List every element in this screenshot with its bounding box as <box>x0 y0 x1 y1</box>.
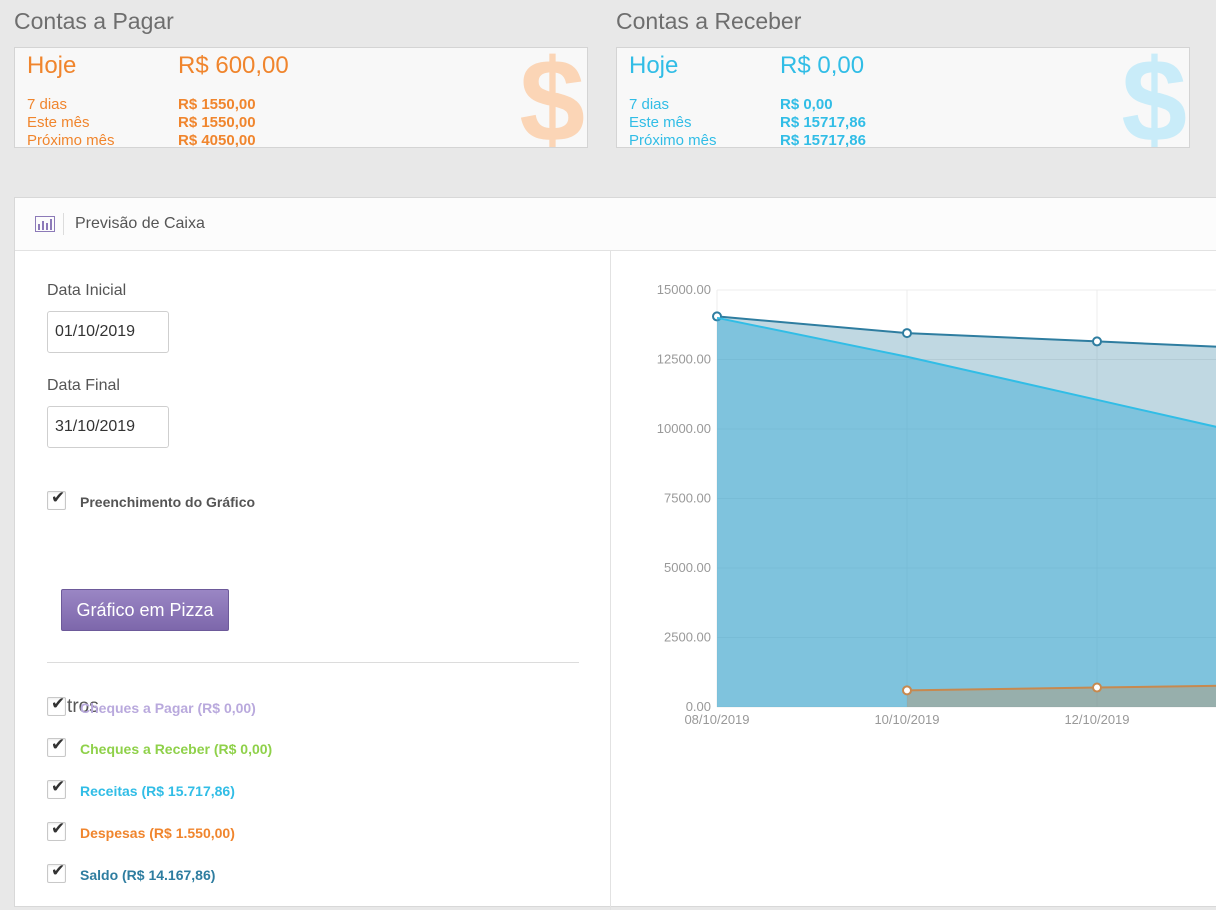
pagar-7dias-value: R$ 1550,00 <box>178 96 256 113</box>
line-receitas <box>716 316 1216 428</box>
receber-este-mes-label: Este mês <box>629 114 692 131</box>
data-inicial-label: Data Inicial <box>47 282 127 299</box>
grafico-pizza-button[interactable]: Gráfico em Pizza <box>61 589 229 631</box>
previsao-caixa-chart: 0.00 2500.00 5000.00 7500.00 10000.00 12500.0… <box>657 282 1216 727</box>
receber-hoje-label: Hoje <box>629 52 679 79</box>
area-despesas <box>907 685 1216 707</box>
x-tick-label: 08/10/2019 <box>684 712 749 727</box>
area-saldo <box>717 316 1216 707</box>
y-tick-label: 10000.00 <box>657 421 711 436</box>
receber-hoje-value: R$ 0,00 <box>780 52 865 79</box>
y-tick-label: 5000.00 <box>664 560 711 575</box>
filter-checkbox-cheques-pagar[interactable]: ✔ <box>47 694 66 716</box>
receber-proximo-mes-value: R$ 15717,86 <box>780 132 866 148</box>
data-final-input[interactable]: 31/10/2019 <box>47 406 169 448</box>
point-despesas <box>1092 682 1102 693</box>
area-receitas <box>717 317 1216 707</box>
checkmark-icon: ✔ <box>51 694 66 713</box>
line-saldo <box>716 315 1216 348</box>
chart-container: 0.00 2500.00 5000.00 7500.00 10000.00 12500.0… <box>611 250 1216 755</box>
checkmark-icon: ✔ <box>51 488 66 507</box>
y-tick-label: 15000.00 <box>657 282 711 297</box>
panel-title: Previsão de Caixa <box>75 215 205 232</box>
receber-7dias-value: R$ 0,00 <box>780 96 833 113</box>
panel-header: Previsão de Caixa <box>15 198 1216 251</box>
divider <box>47 662 579 663</box>
filter-label-receitas: Receitas (R$ 15.717,86) <box>80 783 235 799</box>
y-tick-label: 0.00 <box>686 699 711 714</box>
forecast-controls: Data Inicial 01/10/2019 Data Final 31/10… <box>15 250 611 910</box>
filter-label-saldo: Saldo (R$ 14.167,86) <box>80 867 216 883</box>
preenchimento-checkbox[interactable]: ✔ <box>47 488 66 510</box>
filter-checkbox-receitas[interactable]: ✔ <box>47 777 66 799</box>
data-final-label: Data Final <box>47 377 120 394</box>
dollar-icon: $ <box>519 47 585 148</box>
bar-chart-icon <box>35 216 55 237</box>
previsao-caixa-panel: Previsão de Caixa Data Inicial 01/10/201… <box>14 197 1216 910</box>
pagar-hoje-label: Hoje <box>27 52 77 79</box>
y-tick-label: 12500.00 <box>657 352 711 367</box>
filter-label-cheques-pagar: Cheques a Pagar (R$ 0,00) <box>80 700 256 716</box>
pagar-este-mes-label: Este mês <box>27 114 90 131</box>
contas-receber-title: Contas a Receber <box>616 8 802 34</box>
x-tick-label: 12/10/2019 <box>1064 712 1129 727</box>
contas-pagar-card: $ Hoje R$ 600,00 7 dias R$ 1550,00 Este … <box>14 47 588 148</box>
filter-checkbox-cheques-receber[interactable]: ✔ <box>47 735 66 757</box>
checkmark-icon: ✔ <box>51 777 66 796</box>
receber-este-mes-value: R$ 15717,86 <box>780 114 866 131</box>
contas-receber-card: $ Hoje R$ 0,00 7 dias R$ 0,00 Este mês R… <box>616 47 1190 148</box>
checkmark-icon: ✔ <box>51 861 66 880</box>
pagar-proximo-mes-label: Próximo mês <box>27 132 115 148</box>
point-saldo <box>1092 336 1102 347</box>
filter-checkbox-saldo[interactable]: ✔ <box>47 861 66 883</box>
data-inicial-input[interactable]: 01/10/2019 <box>47 311 169 353</box>
pagar-hoje-value: R$ 600,00 <box>178 52 289 79</box>
checkmark-icon: ✔ <box>51 735 66 754</box>
point-saldo <box>902 328 912 339</box>
filter-label-cheques-receber: Cheques a Receber (R$ 0,00) <box>80 741 273 757</box>
filter-checkbox-despesas[interactable]: ✔ <box>47 819 66 841</box>
preenchimento-label: Preenchimento do Gráfico <box>80 494 256 510</box>
dollar-icon: $ <box>1121 47 1187 148</box>
x-tick-label: 10/10/2019 <box>874 712 939 727</box>
receber-7dias-label: 7 dias <box>629 96 670 113</box>
filter-label-despesas: Despesas (R$ 1.550,00) <box>80 825 235 841</box>
pagar-7dias-label: 7 dias <box>27 96 68 113</box>
y-tick-label: 2500.00 <box>664 630 711 645</box>
pagar-este-mes-value: R$ 1550,00 <box>178 114 256 131</box>
point-despesas <box>902 685 912 696</box>
receber-proximo-mes-label: Próximo mês <box>629 132 717 148</box>
contas-pagar-title: Contas a Pagar <box>14 8 174 34</box>
y-tick-label: 7500.00 <box>664 491 711 506</box>
pagar-proximo-mes-value: R$ 4050,00 <box>178 132 256 148</box>
header-separator <box>63 213 64 235</box>
checkmark-icon: ✔ <box>51 819 66 838</box>
